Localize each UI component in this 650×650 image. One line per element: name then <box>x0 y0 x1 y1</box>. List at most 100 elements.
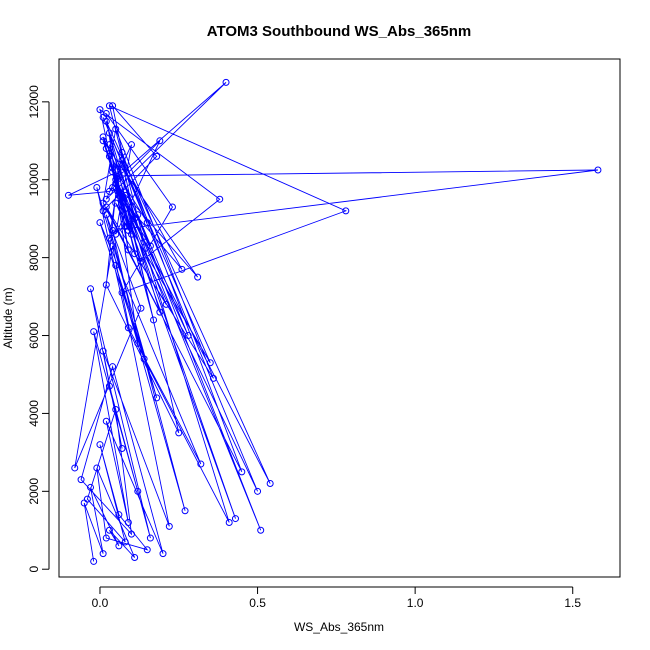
data-point <box>127 530 135 538</box>
data-point <box>112 406 120 414</box>
data-point <box>131 215 139 223</box>
data-point <box>105 382 113 390</box>
data-point <box>231 515 239 523</box>
data-point <box>266 480 274 488</box>
data-point <box>112 230 120 238</box>
data-point <box>99 137 107 145</box>
data-point <box>225 518 233 526</box>
data-point <box>124 246 132 254</box>
data-point <box>90 328 98 336</box>
y-axis: 0 2000 4000 6000 8000 10000 12000 <box>27 85 50 573</box>
data-point <box>146 242 154 250</box>
data-point <box>134 487 142 495</box>
data-point <box>115 172 123 180</box>
data-point <box>115 187 123 195</box>
chart-title: ATOM3 Southbound WS_Abs_365nm <box>207 23 471 40</box>
data-point <box>131 250 139 258</box>
data-point <box>153 394 161 402</box>
data-point <box>342 207 350 215</box>
data-point <box>99 207 107 215</box>
data-point <box>64 191 72 199</box>
data-point <box>109 164 117 172</box>
data-point <box>112 125 120 133</box>
data-point <box>146 534 154 542</box>
x-tick-label: 0.5 <box>249 596 266 610</box>
data-point <box>121 164 129 172</box>
data-point <box>96 219 104 227</box>
data-point <box>115 542 123 550</box>
data-point <box>71 464 79 472</box>
data-point <box>105 187 113 195</box>
data-point <box>96 106 104 114</box>
data-point <box>102 195 110 203</box>
data-point <box>115 191 123 199</box>
data-point <box>105 129 113 137</box>
data-point <box>222 78 230 86</box>
data-point <box>93 184 101 192</box>
plot-frame <box>58 58 621 578</box>
data-point <box>124 226 132 234</box>
data-point <box>134 339 142 347</box>
data-point <box>137 258 145 266</box>
data-point <box>105 234 113 242</box>
data-point <box>102 281 110 289</box>
data-point <box>77 476 85 484</box>
x-axis: 0.0 0.5 1.0 1.5 <box>92 586 581 610</box>
data-point <box>118 156 126 164</box>
data-point <box>140 355 148 363</box>
data-point <box>112 199 120 207</box>
data-point <box>165 522 173 530</box>
series-line <box>68 82 598 562</box>
data-point <box>197 460 205 468</box>
data-point <box>118 148 126 156</box>
data-point <box>109 363 117 371</box>
data-point <box>254 487 262 495</box>
data-point <box>99 113 107 121</box>
data-point <box>209 374 217 382</box>
data-point <box>156 308 164 316</box>
data-point <box>162 300 170 308</box>
x-tick-label: 1.0 <box>407 596 424 610</box>
data-point <box>238 468 246 476</box>
data-point <box>184 332 192 340</box>
data-point <box>112 261 120 269</box>
y-tick-label: 2000 <box>27 478 41 505</box>
data-point <box>105 152 113 160</box>
y-axis-label: Altitude (m) <box>1 287 15 348</box>
data-point <box>131 554 139 562</box>
data-point <box>105 102 113 110</box>
data-point <box>143 546 151 554</box>
data-point <box>178 265 186 273</box>
y-tick-label: 12000 <box>27 85 41 119</box>
data-point <box>206 359 214 367</box>
data-point <box>194 273 202 281</box>
data-point <box>87 483 95 491</box>
y-tick-label: 0 <box>27 566 41 573</box>
data-point <box>99 550 107 558</box>
data-point <box>257 526 265 534</box>
data-point <box>99 347 107 355</box>
data-point <box>150 316 158 324</box>
data-point <box>124 324 132 332</box>
data-point <box>87 285 95 293</box>
data-point <box>109 168 117 176</box>
data-point <box>121 538 129 546</box>
data-point <box>115 511 123 519</box>
data-point <box>137 304 145 312</box>
data-point <box>216 195 224 203</box>
data-point <box>109 102 117 110</box>
data-point <box>118 444 126 452</box>
data-point <box>159 550 167 558</box>
data-point <box>140 238 148 246</box>
data-point <box>96 441 104 449</box>
data-point <box>118 289 126 297</box>
data-point <box>102 417 110 425</box>
data-point <box>102 145 110 153</box>
data-point <box>153 152 161 160</box>
data-point <box>143 219 151 227</box>
data-point <box>181 507 189 515</box>
data-point <box>93 464 101 472</box>
x-axis-label: WS_Abs_365nm <box>294 620 384 634</box>
y-tick-label: 10000 <box>27 163 41 197</box>
x-tick-label: 1.5 <box>564 596 581 610</box>
